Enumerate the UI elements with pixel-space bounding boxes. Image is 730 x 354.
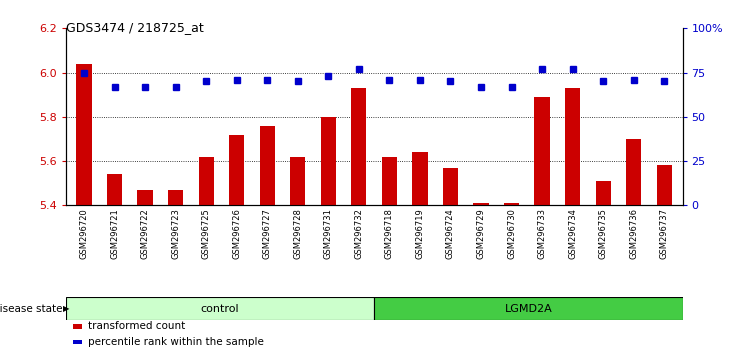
Bar bbox=[473, 203, 488, 205]
Bar bbox=[66, 297, 374, 320]
Bar bbox=[504, 203, 519, 205]
Bar bbox=[137, 190, 153, 205]
Bar bbox=[443, 168, 458, 205]
Bar bbox=[656, 166, 672, 205]
Bar bbox=[260, 126, 275, 205]
Bar bbox=[107, 175, 122, 205]
Bar bbox=[168, 190, 183, 205]
Bar bbox=[565, 88, 580, 205]
Text: LGMD2A: LGMD2A bbox=[504, 304, 552, 314]
Text: disease state: disease state bbox=[0, 304, 62, 314]
Bar bbox=[199, 156, 214, 205]
Text: percentile rank within the sample: percentile rank within the sample bbox=[88, 337, 264, 347]
Text: ▶: ▶ bbox=[63, 304, 69, 313]
Bar bbox=[534, 97, 550, 205]
Text: GDS3474 / 218725_at: GDS3474 / 218725_at bbox=[66, 21, 204, 34]
Bar bbox=[412, 152, 428, 205]
Text: control: control bbox=[201, 304, 239, 314]
Text: transformed count: transformed count bbox=[88, 321, 185, 331]
Bar bbox=[73, 340, 82, 344]
Bar bbox=[596, 181, 611, 205]
Bar bbox=[229, 135, 245, 205]
Bar bbox=[351, 88, 366, 205]
Bar bbox=[382, 156, 397, 205]
Bar bbox=[290, 156, 305, 205]
Bar bbox=[73, 324, 82, 329]
Bar bbox=[626, 139, 642, 205]
Bar bbox=[77, 64, 92, 205]
Bar bbox=[320, 117, 336, 205]
Bar bbox=[374, 297, 683, 320]
